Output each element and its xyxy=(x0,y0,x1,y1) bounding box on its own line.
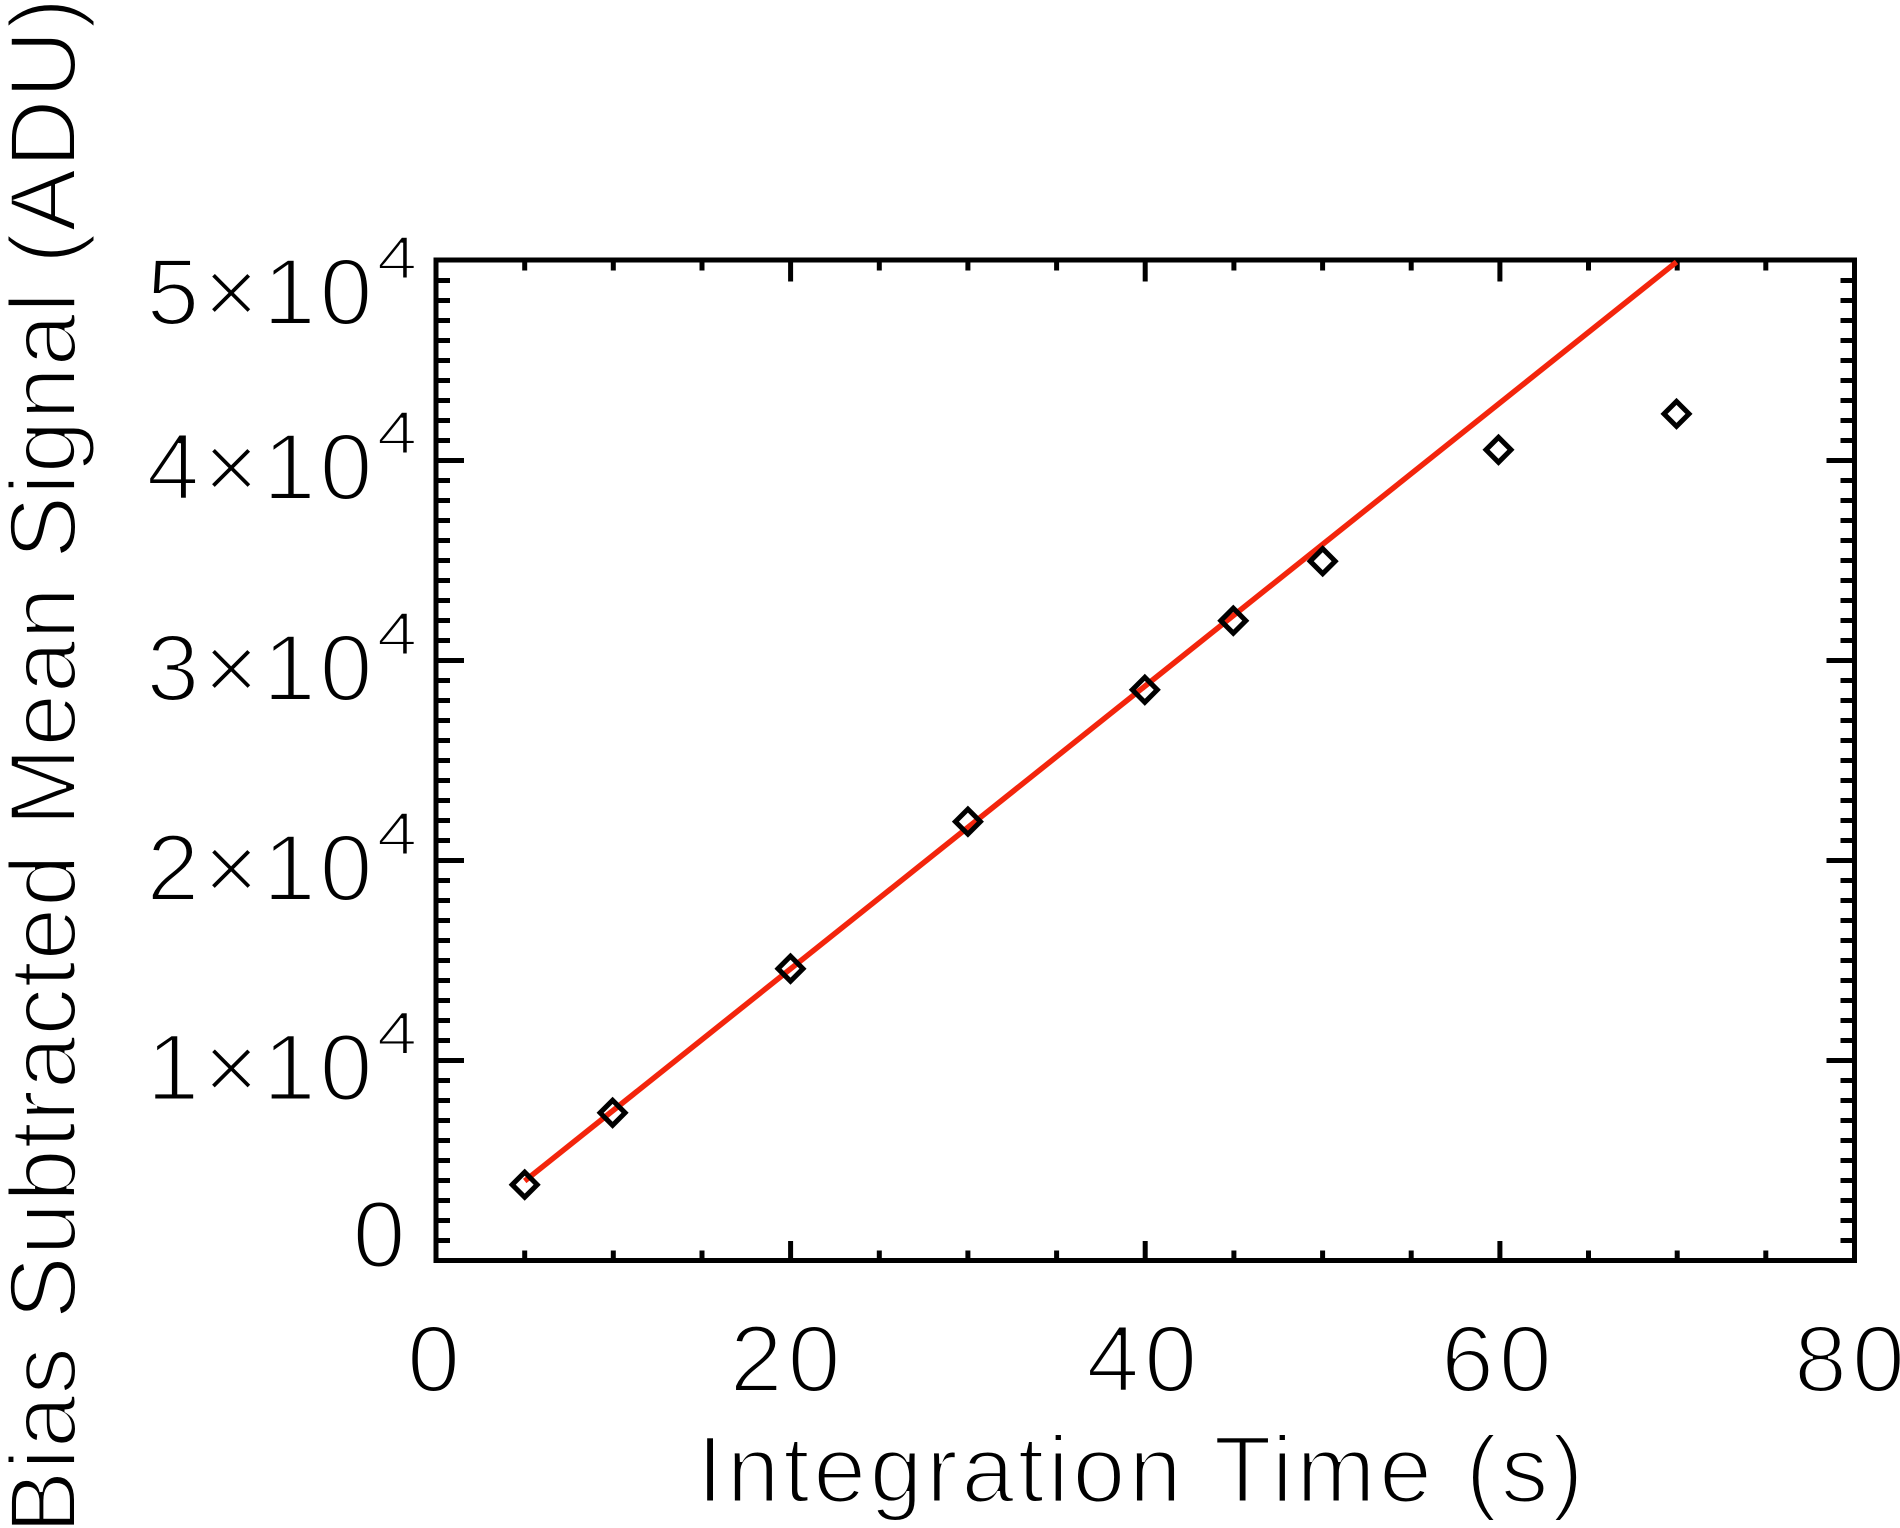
svg-text:4: 4 xyxy=(377,601,417,668)
svg-text:80: 80 xyxy=(1794,1307,1900,1413)
svg-text:4: 4 xyxy=(377,1000,417,1067)
svg-text:4×10: 4×10 xyxy=(147,414,377,520)
svg-text:1×10: 1×10 xyxy=(147,1015,377,1121)
svg-text:Integration Time (s): Integration Time (s) xyxy=(697,1417,1587,1523)
svg-text:4: 4 xyxy=(377,399,417,466)
svg-text:2×10: 2×10 xyxy=(147,816,377,922)
svg-text:60: 60 xyxy=(1441,1307,1557,1413)
svg-text:0: 0 xyxy=(353,1182,410,1288)
svg-text:0: 0 xyxy=(407,1307,465,1413)
svg-text:3×10: 3×10 xyxy=(147,616,377,722)
svg-text:Bias Subtracted Mean Signal (A: Bias Subtracted Mean Signal (ADU) xyxy=(0,0,97,1528)
svg-text:40: 40 xyxy=(1086,1307,1202,1413)
svg-text:5×10: 5×10 xyxy=(147,239,377,345)
svg-text:4: 4 xyxy=(377,224,417,291)
svg-text:20: 20 xyxy=(730,1307,846,1413)
svg-text:4: 4 xyxy=(377,801,417,868)
